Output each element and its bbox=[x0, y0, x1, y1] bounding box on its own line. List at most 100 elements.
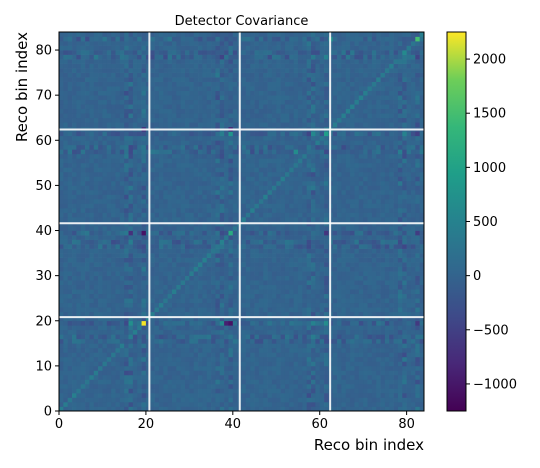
heatmap-cell bbox=[80, 284, 86, 290]
heatmap-cell bbox=[167, 253, 173, 258]
heatmap-cell bbox=[384, 248, 390, 254]
heatmap-cell bbox=[98, 149, 103, 155]
heatmap-cell bbox=[245, 334, 251, 340]
heatmap-cell bbox=[324, 347, 329, 353]
heatmap-cell bbox=[267, 280, 273, 286]
heatmap-cell bbox=[267, 406, 273, 412]
heatmap-cell bbox=[115, 140, 121, 146]
heatmap-cell bbox=[350, 271, 355, 276]
heatmap-cell bbox=[345, 293, 351, 299]
heatmap-cell bbox=[102, 347, 108, 353]
heatmap-cell bbox=[158, 216, 164, 222]
heatmap-cell bbox=[367, 397, 373, 403]
heatmap-cell bbox=[376, 397, 381, 403]
heatmap-cell bbox=[198, 257, 203, 263]
heatmap-cell bbox=[341, 379, 347, 385]
heatmap-cell bbox=[380, 316, 386, 322]
heatmap-cell bbox=[76, 244, 82, 249]
heatmap-cell bbox=[59, 320, 64, 326]
heatmap-cell bbox=[76, 343, 82, 349]
heatmap-cell bbox=[263, 271, 268, 276]
heatmap-cell bbox=[154, 370, 160, 376]
heatmap-cell bbox=[367, 153, 373, 159]
heatmap-cell bbox=[180, 216, 186, 222]
heatmap-cell bbox=[337, 235, 342, 240]
heatmap-cell bbox=[276, 226, 281, 231]
heatmap-cell bbox=[158, 226, 164, 231]
heatmap-cell bbox=[376, 388, 381, 394]
heatmap-cell bbox=[380, 338, 386, 344]
heatmap-cell bbox=[180, 338, 186, 344]
heatmap-cell bbox=[219, 334, 225, 340]
heatmap-cell bbox=[232, 153, 238, 159]
heatmap-cell bbox=[406, 158, 412, 164]
heatmap-cell bbox=[128, 284, 134, 290]
heatmap-cell bbox=[267, 253, 273, 258]
heatmap-cell bbox=[354, 149, 360, 155]
heatmap-cell bbox=[276, 311, 281, 317]
heatmap-cell bbox=[284, 185, 290, 191]
heatmap-cell bbox=[397, 158, 403, 164]
heatmap-cell bbox=[167, 216, 173, 222]
heatmap-cell bbox=[297, 257, 303, 263]
heatmap-cell bbox=[254, 216, 260, 222]
heatmap-cell bbox=[415, 347, 421, 353]
heatmap-cell bbox=[302, 203, 308, 209]
heatmap-cell bbox=[111, 374, 116, 380]
heatmap-cell bbox=[371, 257, 377, 263]
heatmap-cell bbox=[171, 180, 177, 186]
heatmap-cell bbox=[389, 347, 394, 353]
heatmap-cell bbox=[98, 140, 103, 146]
heatmap-cell bbox=[297, 244, 303, 249]
heatmap-cell bbox=[202, 185, 208, 191]
heatmap-cell bbox=[76, 212, 82, 218]
heatmap-cell bbox=[219, 293, 225, 299]
heatmap-cell bbox=[263, 325, 268, 331]
heatmap-cell bbox=[241, 343, 247, 349]
heatmap-cell bbox=[63, 284, 69, 290]
heatmap-cell bbox=[206, 343, 212, 349]
heatmap-cell bbox=[76, 216, 82, 222]
heatmap-cell bbox=[389, 216, 394, 222]
heatmap-cell bbox=[271, 257, 277, 263]
heatmap-cell bbox=[193, 230, 199, 236]
heatmap-cell bbox=[193, 248, 199, 254]
heatmap-cell bbox=[85, 352, 90, 358]
heatmap-cell bbox=[263, 379, 268, 385]
heatmap-cell bbox=[358, 388, 364, 394]
heatmap-cell bbox=[224, 361, 229, 367]
heatmap-cell bbox=[150, 171, 155, 177]
heatmap-cell bbox=[315, 320, 321, 326]
heatmap-cell bbox=[393, 370, 399, 376]
heatmap-cell bbox=[271, 262, 277, 267]
heatmap-cell bbox=[150, 338, 155, 344]
heatmap-cell bbox=[389, 302, 394, 308]
heatmap-cell bbox=[297, 180, 303, 186]
heatmap-cell bbox=[371, 185, 377, 191]
heatmap-cell bbox=[341, 284, 347, 290]
heatmap-cell bbox=[180, 406, 186, 412]
heatmap-cell bbox=[367, 226, 373, 231]
heatmap-cell bbox=[232, 284, 238, 290]
heatmap-cell bbox=[350, 338, 355, 344]
heatmap-cell bbox=[297, 185, 303, 191]
heatmap-cell bbox=[119, 212, 125, 218]
heatmap-cell bbox=[380, 370, 386, 376]
heatmap-cell bbox=[102, 212, 108, 218]
heatmap-cell bbox=[137, 293, 142, 299]
heatmap-cell bbox=[211, 262, 216, 267]
heatmap-cell bbox=[380, 320, 386, 326]
heatmap-cell bbox=[89, 406, 95, 412]
heatmap-cell bbox=[311, 162, 316, 168]
heatmap-cell bbox=[106, 388, 112, 394]
heatmap-cell bbox=[228, 194, 234, 200]
heatmap-cell bbox=[163, 271, 168, 276]
heatmap-cell bbox=[350, 239, 355, 245]
heatmap-cell bbox=[245, 284, 251, 290]
heatmap-cell bbox=[406, 361, 412, 367]
heatmap-cell bbox=[289, 338, 294, 344]
heatmap-cell bbox=[258, 266, 264, 272]
heatmap-cell bbox=[354, 334, 360, 340]
heatmap-cell bbox=[393, 180, 399, 186]
heatmap-cell bbox=[141, 293, 147, 299]
